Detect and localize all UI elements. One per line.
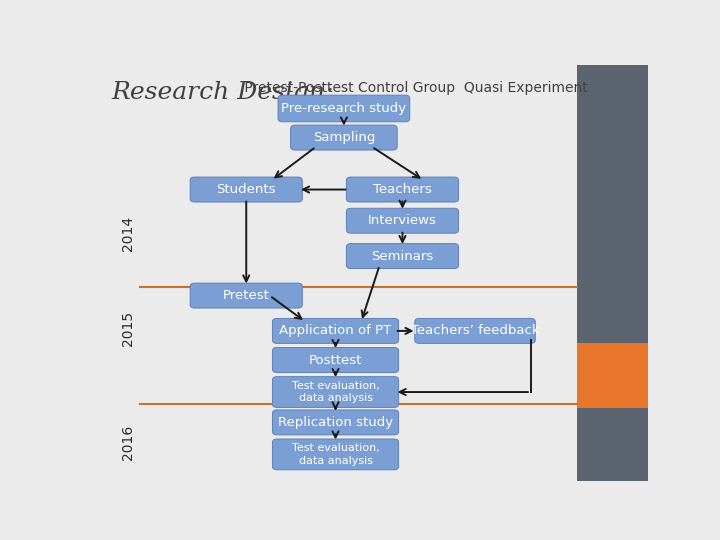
FancyBboxPatch shape <box>272 319 399 343</box>
FancyBboxPatch shape <box>346 208 459 233</box>
Text: Pre-research study: Pre-research study <box>282 102 407 115</box>
FancyBboxPatch shape <box>272 410 399 435</box>
FancyBboxPatch shape <box>272 348 399 373</box>
Text: Posttest: Posttest <box>309 354 362 367</box>
FancyBboxPatch shape <box>190 177 302 202</box>
Text: Teachers: Teachers <box>373 183 432 196</box>
Text: 2015: 2015 <box>121 311 135 346</box>
Text: Application of PT: Application of PT <box>279 325 392 338</box>
FancyBboxPatch shape <box>415 319 535 343</box>
Text: 2014: 2014 <box>121 215 135 251</box>
Text: Students: Students <box>217 183 276 196</box>
Text: Pretest: Pretest <box>222 289 270 302</box>
Text: Pretest-Posttest Control Group  Quasi Experiment: Pretest-Posttest Control Group Quasi Exp… <box>240 82 588 96</box>
FancyBboxPatch shape <box>272 439 399 470</box>
Text: Research Design:: Research Design: <box>111 82 333 104</box>
FancyBboxPatch shape <box>346 244 459 268</box>
Text: Test evaluation,
data analysis: Test evaluation, data analysis <box>292 443 379 465</box>
FancyBboxPatch shape <box>346 177 459 202</box>
FancyBboxPatch shape <box>291 125 397 150</box>
Text: 2016: 2016 <box>121 424 135 460</box>
Text: Replication study: Replication study <box>278 416 393 429</box>
Bar <box>577 343 648 408</box>
FancyBboxPatch shape <box>272 377 399 407</box>
Text: Interviews: Interviews <box>368 214 437 227</box>
Text: Seminars: Seminars <box>372 249 433 262</box>
FancyBboxPatch shape <box>278 95 410 122</box>
Text: Teachers’ feedback: Teachers’ feedback <box>410 325 539 338</box>
Bar <box>577 65 648 481</box>
FancyBboxPatch shape <box>190 283 302 308</box>
Text: Sampling: Sampling <box>312 131 375 144</box>
Text: Test evaluation,
data analysis: Test evaluation, data analysis <box>292 381 379 403</box>
